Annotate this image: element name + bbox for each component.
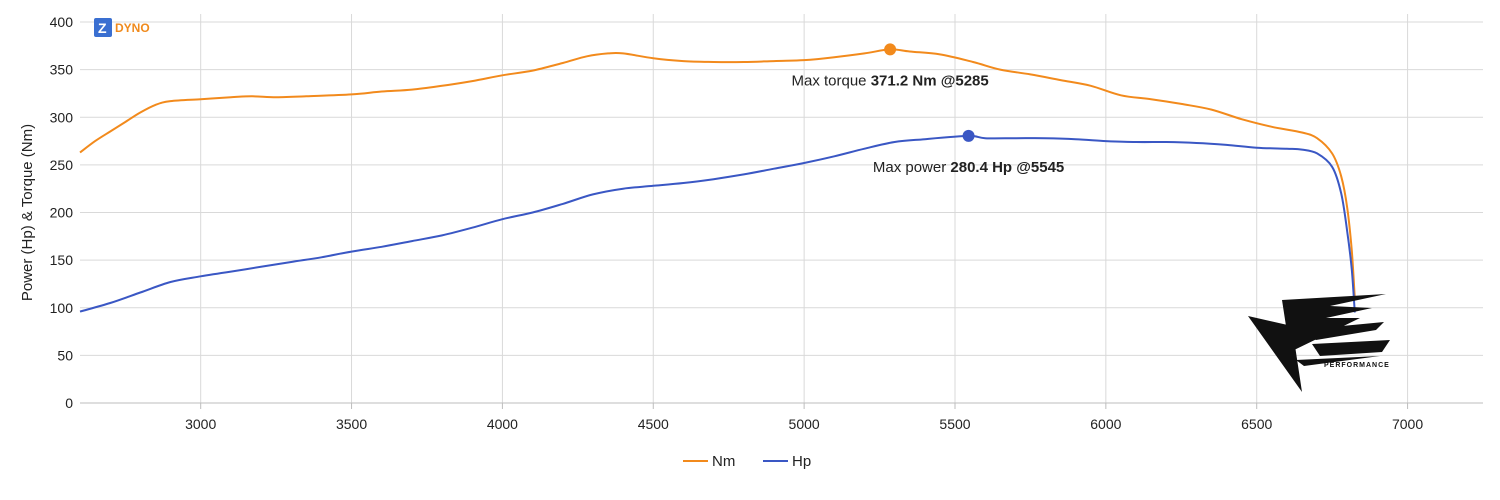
x-tick-label: 5500 — [939, 416, 970, 432]
x-tick-label: 6000 — [1090, 416, 1121, 432]
y-tick-label: 250 — [50, 157, 74, 173]
max-label-prefix: Max torque — [791, 72, 870, 89]
y-tick-label: 400 — [50, 14, 74, 30]
max-label-value: 371.2 Nm @5285 — [871, 72, 989, 89]
y-tick-label: 0 — [65, 395, 73, 411]
legend-label: Nm — [712, 453, 735, 470]
x-tick-label: 3000 — [185, 416, 216, 432]
y-tick-label: 350 — [50, 62, 74, 78]
annotations-layer: Max torque 371.2 Nm @5285 Max power 280.4… — [791, 43, 1064, 176]
legend-item-nm: Nm — [683, 453, 735, 470]
series-line-nm — [79, 48, 1356, 299]
max-label-nm: Max torque 371.2 Nm @5285 — [791, 72, 988, 89]
y-tick-label: 50 — [57, 347, 73, 363]
max-label-value: 280.4 Hp @5545 — [950, 159, 1064, 176]
performance-watermark: PERFORMANCE — [1248, 294, 1390, 392]
logo-letter: Z — [98, 20, 107, 36]
y-tick-label: 200 — [50, 205, 74, 221]
max-label-prefix: Max power — [873, 159, 951, 176]
watermark-caption: PERFORMANCE — [1324, 362, 1390, 369]
y-axis-title: Power (Hp) & Torque (Nm) — [19, 124, 36, 301]
y-tick-label: 300 — [50, 109, 74, 125]
x-tick-label: 4000 — [487, 416, 518, 432]
y-tick-label: 150 — [50, 252, 74, 268]
max-marker-nm — [884, 43, 897, 56]
grid-lines — [80, 14, 1483, 403]
axes: 0 50 100 150 200 250 300 350 400 3000 3500 4000 4500… — [19, 14, 1483, 432]
x-tick-label: 7000 — [1392, 416, 1423, 432]
y-tick-label: 100 — [50, 300, 74, 316]
legend: Nm Hp — [683, 453, 811, 470]
series-layer — [79, 48, 1356, 313]
legend-label: Hp — [792, 453, 811, 470]
x-tick-label: 6500 — [1241, 416, 1272, 432]
max-marker-hp — [962, 129, 975, 142]
logo-text: DYNO — [115, 21, 150, 35]
max-label-hp: Max power 280.4 Hp @5545 — [873, 159, 1064, 176]
watermark-mark — [1248, 294, 1390, 392]
x-tick-label: 4500 — [638, 416, 669, 432]
series-line-hp — [79, 134, 1356, 313]
x-tick-label: 3500 — [336, 416, 367, 432]
x-tick-label: 5000 — [789, 416, 820, 432]
legend-item-hp: Hp — [763, 453, 811, 470]
zdyno-logo: Z DYNO — [94, 18, 150, 37]
logo-badge — [94, 18, 112, 37]
